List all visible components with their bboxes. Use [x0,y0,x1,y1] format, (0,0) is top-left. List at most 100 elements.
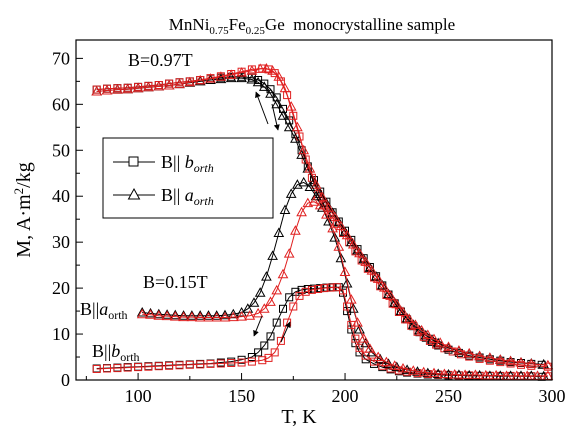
data-point-triangle [347,303,359,313]
data-point-triangle [153,80,165,91]
data-point-triangle [360,256,372,266]
data-point-triangle [203,311,214,322]
data-point-square [370,357,378,366]
y-tick-label: 10 [52,324,70,344]
data-point-triangle [352,317,363,327]
data-point-triangle [347,238,359,249]
data-point-triangle [366,265,378,275]
data-point-triangle [169,309,181,320]
data-point-triangle [186,311,198,322]
y-tick-label: 20 [52,278,70,298]
data-point-triangle [277,110,289,120]
data-point-square [272,318,281,327]
data-point-triangle [542,359,554,370]
legend-box [102,137,274,219]
y-axis-label: M, A·m2/kg [11,162,35,257]
data-point-triangle [372,351,384,361]
data-point-triangle [397,306,409,316]
data-point-triangle [470,369,481,379]
data-point-square [260,341,269,350]
data-point-triangle [91,85,103,96]
data-point-triangle [397,362,409,373]
data-point-square [307,285,316,294]
data-point-triangle [211,311,223,322]
data-point-triangle [161,310,173,321]
series-line [96,67,548,366]
series-line [96,76,542,366]
data-point-triangle [292,121,303,132]
data-point-triangle [174,78,185,89]
data-point-square [301,287,310,296]
data-point-triangle [279,204,291,214]
data-point-triangle [505,355,516,366]
legend-label-a-orth: B|| aorth [161,185,214,208]
data-point-triangle [410,319,421,329]
data-point-triangle [153,310,165,320]
data-point-triangle [360,337,372,348]
data-point-square [216,359,225,368]
data-point-triangle [290,225,301,235]
data-point-square [351,334,360,343]
data-point-triangle [194,311,206,322]
data-point-triangle [205,73,216,83]
data-point-triangle [271,98,283,109]
data-point-triangle [227,311,239,322]
y-tick-label: 0 [61,370,70,390]
series-layer [91,62,554,381]
data-point-square [355,343,364,352]
data-point-triangle [271,284,283,295]
data-point-triangle [227,308,239,319]
data-point-triangle [329,232,341,242]
plot-frame [75,39,553,381]
data-point-triangle [298,176,310,187]
data-point-triangle [296,206,307,217]
data-point-square [289,302,298,311]
data-point-triangle [265,88,276,98]
arrow-heating-high [255,91,269,125]
data-point-triangle [395,305,407,316]
data-point-square [475,354,484,363]
data-point-triangle [310,179,322,189]
series-097-a_orth-heating [91,62,554,370]
data-point-triangle [341,229,353,240]
data-point-triangle [236,72,247,83]
x-tick-label: 300 [539,386,566,406]
data-point-triangle [153,308,165,319]
data-point-triangle [459,369,471,379]
data-point-triangle [169,311,181,321]
data-point-triangle [178,311,189,322]
data-point-square [206,359,215,368]
annotation-a-orth: B||aorth [80,299,128,322]
data-point-square [432,340,441,349]
data-point-triangle [381,356,392,367]
data-point-triangle [203,310,214,320]
data-point-triangle [290,133,301,143]
data-point-triangle [403,313,415,323]
data-point-square [196,360,205,369]
legend-label-b-orth: B|| borth [161,152,214,175]
data-point-triangle [354,323,365,334]
data-point-triangle [184,76,196,87]
data-point-triangle [335,252,347,263]
data-point-triangle [279,82,291,93]
data-point-triangle [267,250,278,260]
data-point-triangle [236,67,247,77]
series-line [96,286,548,377]
data-point-triangle [379,282,390,292]
data-point-square [314,285,323,293]
data-point-triangle [374,353,386,364]
y-tick-label: 50 [52,140,70,160]
data-point-triangle [304,181,316,191]
data-point-square [254,348,263,357]
hysteresis-arrows [253,91,291,343]
data-point-triangle [345,236,357,247]
x-axis-label: T, K [281,406,317,428]
series-line [96,77,544,365]
data-point-triangle [321,209,332,219]
data-point-square [303,285,312,293]
series-line [96,286,542,378]
data-point-triangle [407,365,419,375]
x-tick-label: 100 [125,386,152,406]
data-point-square [144,362,153,371]
